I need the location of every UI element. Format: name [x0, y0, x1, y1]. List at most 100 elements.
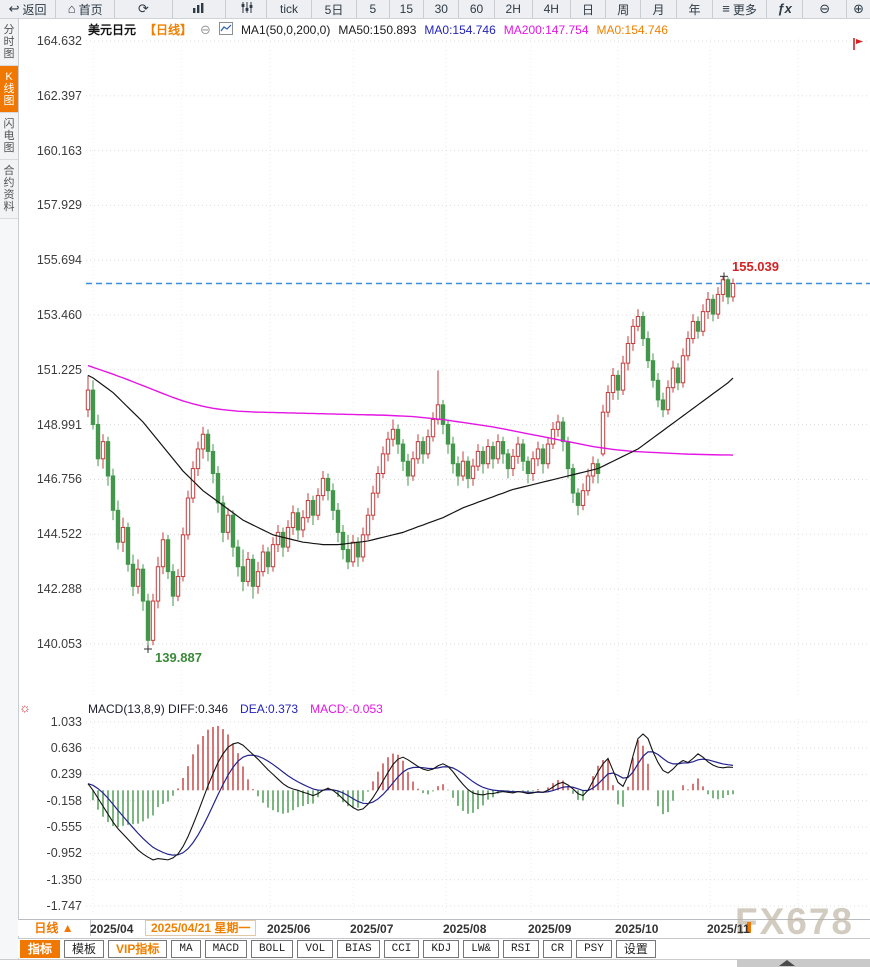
scrollbar-track[interactable] [0, 959, 870, 967]
toolbar-min-5[interactable]: 5 [357, 0, 390, 18]
indicator-button-设置[interactable]: 设置 [615, 939, 656, 958]
latest-bar-tick [747, 922, 751, 933]
indicator-button-LW&[interactable]: LW& [463, 939, 500, 958]
macd-legend: MACD(13,8,9) DIFF:0.346 DEA:0.373 MACD:-… [88, 702, 383, 716]
scrollbar-thumb[interactable] [737, 959, 870, 967]
macd-axis-label: -0.952 [46, 846, 82, 861]
price-axis-label: 160.163 [36, 143, 82, 158]
macd-axis-label: -0.555 [46, 820, 82, 835]
fx-icon: ƒx [777, 1, 792, 16]
indicator-toolbar: 指标 模板 VIP指标 MA MACD BOLL VOL BIAS CCI KDJ LW& RSI CR… [18, 939, 870, 958]
expand-panel-icon[interactable] [779, 960, 795, 966]
zoom-in-icon: ⊕ [853, 1, 864, 16]
xaxis-label: 2025/09 [528, 922, 572, 936]
toolbar-bar-chart[interactable] [173, 0, 227, 18]
indicator-button-PSY[interactable]: PSY [576, 939, 612, 958]
back-icon: ↩ [8, 1, 20, 16]
toolbar-label: 返回 [22, 2, 47, 17]
price-axis-label: 164.632 [36, 34, 82, 48]
toolbar-hour-4[interactable]: 4H [533, 0, 571, 18]
toolbar-refresh[interactable]: ⟳ [115, 0, 173, 18]
price-axis-label: 140.053 [36, 636, 82, 651]
collapse-icon[interactable]: ⊖ [200, 21, 211, 37]
ma-definition: MA1(50,0,200,0) [240, 22, 331, 37]
latest-flag-icon[interactable] [851, 37, 865, 56]
toolbar-label: 15 [399, 2, 413, 16]
zoom-out-icon: ⊖ [819, 1, 831, 16]
macd-main-value: MACD(13,8,9) DIFF:0.346 [88, 702, 229, 716]
toolbar-fx[interactable]: ƒx [767, 0, 804, 18]
sidebar-tab-kline-chart[interactable]: K线图 [0, 66, 18, 113]
top-toolbar: ↩ 返回 ⌂ 首页 ⟳ tick 5日 5 15 30 60 2H 4H 日周月年 ≡ 更多 ƒx ⊖ ⊕ [0, 0, 870, 19]
sidebar-tab-lightning-chart[interactable]: 闪电图 [0, 113, 18, 160]
xaxis-label: 2025/04 [90, 922, 134, 936]
toolbar-zoom-in[interactable]: ⊕ [847, 0, 870, 18]
price-axis-label: 153.460 [36, 308, 82, 323]
toolbar-label: 更多 [732, 2, 757, 17]
price-axis-label: 155.694 [36, 253, 82, 268]
toolbar-label: 5日 [324, 2, 344, 17]
toolbar-tick[interactable]: tick [267, 0, 312, 18]
toolbar-label: 周 [617, 2, 630, 17]
toolbar-zoom-out[interactable]: ⊖ [803, 0, 848, 18]
indicator-button-VIP指标[interactable]: VIP指标 [108, 939, 168, 958]
toolbar-min-30[interactable]: 30 [424, 0, 460, 18]
indicator-button-BOLL[interactable]: BOLL [250, 939, 294, 958]
xaxis-label: 2025/07 [350, 922, 394, 936]
toolbar-range-5d[interactable]: 5日 [312, 0, 358, 18]
price-axis-label: 157.929 [36, 198, 82, 213]
macd-axis-label: 1.033 [50, 714, 82, 729]
macd-settings-icon[interactable]: ☼ [19, 700, 31, 715]
symbol-name: 美元日元 [88, 23, 137, 37]
macd-axis-label: 0.239 [50, 767, 82, 782]
toolbar-hour-2[interactable]: 2H [495, 0, 533, 18]
low-annotation: 139.887 [155, 649, 202, 665]
indicator-button-KDJ[interactable]: KDJ [423, 939, 460, 958]
toolbar-more[interactable]: ≡ 更多 [713, 0, 767, 18]
high-annotation: 155.039 [732, 259, 779, 275]
toolbar-week[interactable]: 周 [606, 0, 642, 18]
toolbar-label: 30 [434, 2, 448, 16]
sidebar-tab-contract-info[interactable]: 合约资料 [0, 160, 18, 219]
toolbar-label: 月 [652, 2, 665, 17]
macd-axis-label: -0.158 [46, 793, 82, 808]
toolbar-min-60[interactable]: 60 [459, 0, 495, 18]
macd-hist-value: MACD:-0.053 [310, 702, 383, 716]
toolbar-day[interactable]: 日 [571, 0, 607, 18]
toolbar-label: 2H [505, 2, 521, 16]
period-selector[interactable]: 日线 ▲ [18, 920, 91, 936]
indicator-button-模板[interactable]: 模板 [64, 939, 105, 958]
bar-chart-icon [192, 0, 205, 18]
macd-axis-label: 0.636 [50, 741, 82, 756]
price-axis-label: 148.991 [36, 417, 82, 432]
toolbar-back[interactable]: ↩ 返回 [0, 0, 57, 18]
indicator-button-CCI[interactable]: CCI [383, 939, 420, 958]
toolbar-year[interactable]: 年 [677, 0, 714, 18]
price-axis-label: 146.756 [36, 472, 82, 487]
price-legend: 美元日元 【日线】 ⊖ MA1(50,0,200,0) MA50:150.893 … [88, 21, 668, 38]
period-label: 【日线】 [144, 23, 193, 37]
indicator-button-指标[interactable]: 指标 [20, 939, 61, 958]
indicator-button-MA[interactable]: MA [171, 939, 201, 958]
toolbar-label: 5 [369, 2, 377, 16]
sidebar-tab-time-chart[interactable]: 分时图 [0, 19, 18, 66]
indicator-button-CR[interactable]: CR [542, 939, 573, 958]
chart-type-sidebar: 分时图 K线图 闪电图 合约资料 [0, 19, 19, 967]
price-axis-label: 144.522 [36, 527, 82, 542]
indicator-button-BIAS[interactable]: BIAS [337, 939, 380, 958]
price-axis-label: 162.397 [36, 88, 82, 103]
ma200-value: MA200:147.754 [503, 22, 589, 37]
indicator-button-RSI[interactable]: RSI [503, 939, 539, 958]
ma50-value: MA50:150.893 [338, 22, 417, 37]
toolbar-home[interactable]: ⌂ 首页 [56, 0, 116, 18]
toolbar-label: 首页 [78, 2, 103, 17]
toolbar-label: tick [279, 2, 298, 16]
indicator-button-MACD[interactable]: MACD [204, 939, 247, 958]
toolbar-month[interactable]: 月 [641, 0, 677, 18]
indicator-button-VOL[interactable]: VOL [297, 939, 334, 958]
toolbar-min-15[interactable]: 15 [390, 0, 425, 18]
toolbar-label: 日 [581, 2, 594, 17]
toolbar-indicator-lines[interactable] [226, 0, 267, 18]
